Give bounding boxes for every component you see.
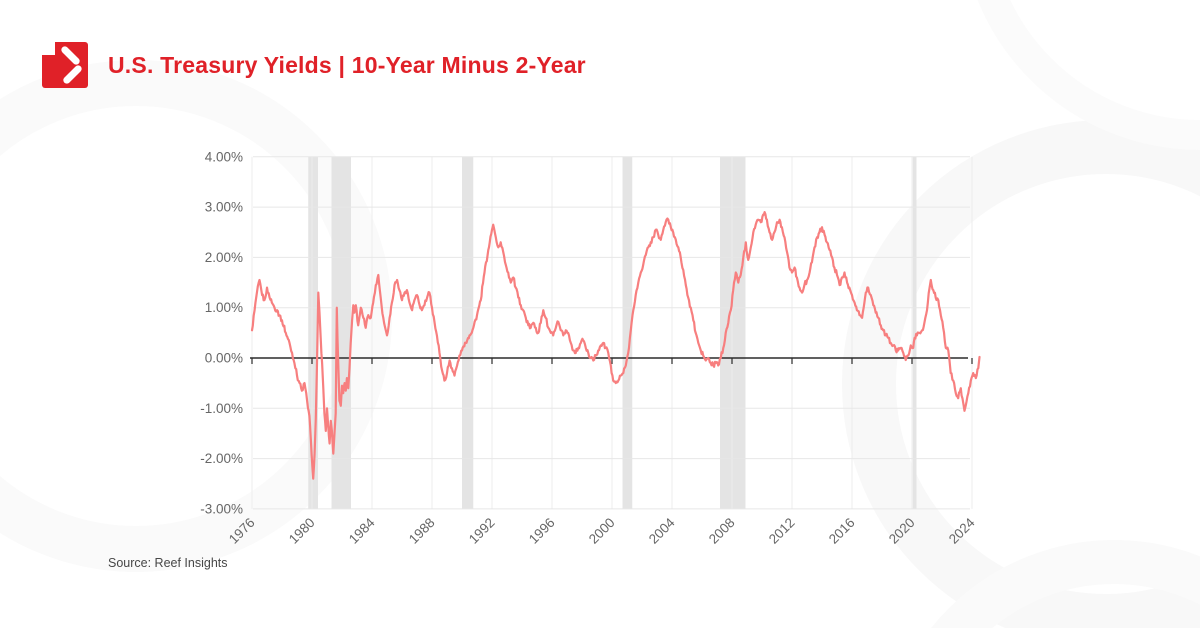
spread-line xyxy=(250,211,981,480)
recession-band xyxy=(308,156,318,509)
x-axis-label: 2020 xyxy=(886,515,918,547)
x-axis-label: 1984 xyxy=(346,515,378,547)
y-axis-label: -2.00% xyxy=(200,451,243,466)
x-axis-label: 1992 xyxy=(466,515,498,547)
x-axis-label: 1980 xyxy=(286,515,318,547)
recession-band xyxy=(720,156,746,509)
y-axis-label: 4.00% xyxy=(205,149,243,164)
reef-insights-logo-icon xyxy=(42,42,88,88)
recession-band xyxy=(462,156,474,509)
logo-notch xyxy=(42,42,55,55)
x-axis-label: 2000 xyxy=(586,515,618,547)
header: U.S. Treasury Yields | 10-Year Minus 2-Y… xyxy=(42,42,586,88)
x-axis-label: 2024 xyxy=(946,515,978,547)
recession-band xyxy=(912,156,917,509)
x-axis-label: 1976 xyxy=(226,515,258,547)
y-axis-label: 3.00% xyxy=(205,200,243,215)
x-axis-label: 1996 xyxy=(526,515,558,547)
x-axis-label: 2004 xyxy=(646,515,678,547)
y-axis-label: 1.00% xyxy=(205,300,243,315)
y-axis-label: -3.00% xyxy=(200,501,243,516)
y-axis-label: 0.00% xyxy=(205,351,243,366)
x-axis-label: 2016 xyxy=(826,515,858,547)
source-note: Source: Reef Insights xyxy=(108,556,228,570)
recession-band xyxy=(331,156,351,509)
y-axis-label: -1.00% xyxy=(200,401,243,416)
x-axis-label: 2012 xyxy=(766,515,798,547)
page-title: U.S. Treasury Yields | 10-Year Minus 2-Y… xyxy=(108,51,586,78)
recession-band xyxy=(622,156,633,509)
y-axis-label: 2.00% xyxy=(205,250,243,265)
x-axis-label: 1988 xyxy=(406,515,438,547)
x-axis-label: 2008 xyxy=(706,515,738,547)
